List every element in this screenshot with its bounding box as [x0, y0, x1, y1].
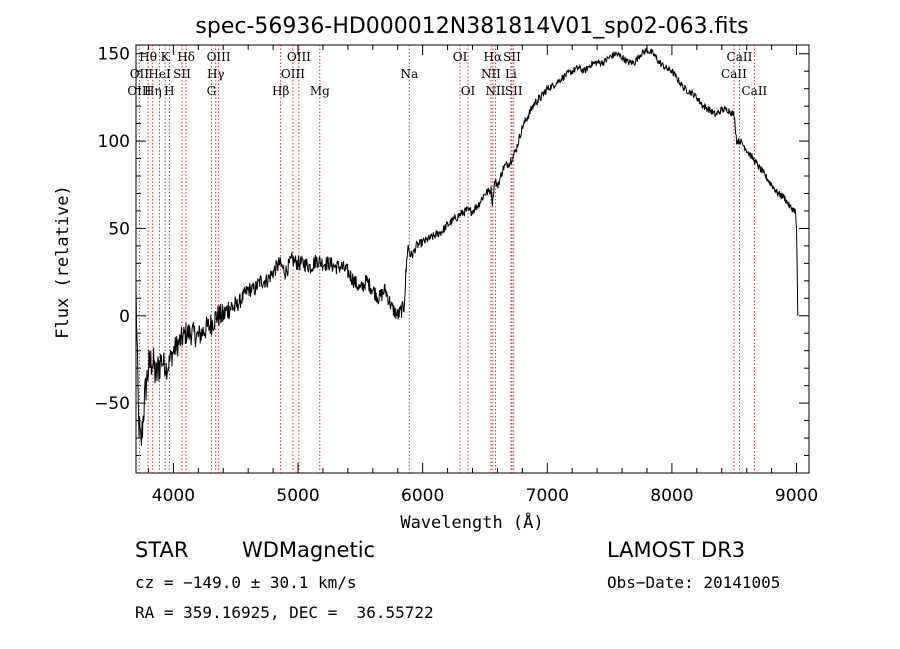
spectral-line-label: SII — [503, 50, 521, 64]
spectral-line-label: K — [161, 50, 171, 64]
spectral-line-label: Hα — [484, 50, 503, 64]
spectral-line-label: Hδ — [177, 50, 195, 64]
x-axis-label: Wavelength (Å) — [400, 511, 543, 533]
survey-name: LAMOST DR3 — [607, 538, 746, 562]
x-tick-label: 9000 — [775, 486, 818, 506]
spectral-line-label: OI — [453, 50, 468, 64]
spectral-line-label: NII — [481, 67, 501, 81]
spectral-line-label: OII — [130, 67, 150, 81]
redshift-cz: cz = −149.0 ± 30.1 km/s — [135, 573, 357, 592]
chart-title: spec-56936-HD000012N381814V01_sp02-063.f… — [195, 14, 748, 39]
spectral-line-markers — [138, 45, 755, 473]
spectrum-series-line — [135, 47, 799, 447]
spectral-line-label: Hθ — [139, 50, 157, 64]
spectral-line-label: Hβ — [272, 84, 289, 98]
spectral-line-label: Hη — [144, 84, 162, 98]
x-tick-label: 8000 — [650, 486, 693, 506]
x-axis: 4000 5000 6000 7000 8000 9000 — [147, 45, 818, 506]
x-tick-label: 4000 — [152, 486, 195, 506]
spectral-line-label: OIII — [207, 50, 231, 64]
x-tick-label: 5000 — [276, 486, 319, 506]
object-subclass: WDMagnetic — [242, 538, 376, 562]
spectral-line-label: CaII — [721, 67, 747, 81]
y-axis-label: Flux (relative) — [53, 185, 73, 339]
y-tick-label: 150 — [98, 45, 130, 65]
spectral-line-label: OI — [461, 84, 476, 98]
object-type: STAR — [135, 538, 189, 562]
y-tick-label: 100 — [98, 132, 130, 152]
spectral-line-label: OIII — [127, 84, 151, 98]
spectral-line-label: Hγ — [207, 67, 225, 81]
spectral-line-label: CaII — [741, 84, 767, 98]
y-tick-label: 0 — [119, 307, 130, 327]
observation-date: Obs−Date: 20141005 — [607, 573, 781, 592]
spectral-line-label: Li — [505, 67, 517, 81]
spectral-line-label: G — [207, 84, 217, 98]
spectral-line-label: OIII — [281, 67, 305, 81]
spectral-line-label: H — [164, 84, 174, 98]
y-axis: −50 0 50 100 150 — [94, 45, 809, 457]
spectral-line-label: CaII — [727, 50, 753, 64]
spectral-line-label: HeI — [148, 67, 171, 81]
spectral-line-label: Na — [400, 67, 418, 81]
spectral-line-label: SII — [173, 67, 191, 81]
spectral-line-label: Mg — [310, 84, 330, 98]
x-tick-label: 7000 — [526, 486, 569, 506]
spectral-line-label: NII — [485, 84, 505, 98]
ra-dec-coordinates: RA = 359.16925, DEC = 36.55722 — [135, 603, 434, 622]
spectral-line-label: OIII — [287, 50, 311, 64]
y-tick-label: 50 — [108, 219, 130, 239]
spectral-line-label: SII — [505, 84, 523, 98]
x-tick-label: 6000 — [401, 486, 444, 506]
y-tick-label: −50 — [94, 394, 130, 414]
